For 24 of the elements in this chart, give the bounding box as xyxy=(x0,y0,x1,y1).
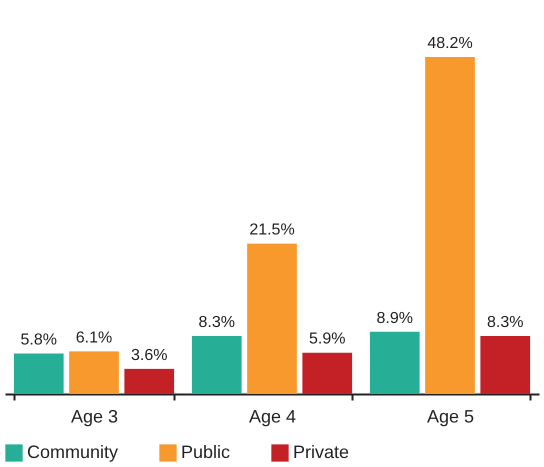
data-label: 5.9% xyxy=(309,330,346,348)
bar xyxy=(124,368,174,394)
bar xyxy=(69,351,119,394)
bar xyxy=(480,336,530,394)
legend-label: Community xyxy=(27,442,118,462)
x-tick-label: Age 4 xyxy=(248,406,296,426)
data-label: 8.3% xyxy=(198,314,235,331)
bar xyxy=(192,336,242,394)
data-label: 3.6% xyxy=(131,346,168,364)
x-tick-label: Age 5 xyxy=(426,406,474,426)
bar xyxy=(370,332,420,394)
legend-label: Public xyxy=(181,442,230,462)
data-label: 21.5% xyxy=(249,222,295,239)
bar xyxy=(14,353,64,394)
legend-label: Private xyxy=(293,442,350,462)
data-label: 48.2% xyxy=(427,35,473,52)
data-label: 5.8% xyxy=(20,331,57,348)
x-tick-label: Age 3 xyxy=(70,406,118,426)
bar xyxy=(247,244,297,394)
data-label: 8.9% xyxy=(376,310,413,327)
bar xyxy=(302,352,352,394)
data-label: 6.1% xyxy=(76,329,112,346)
data-label: 8.3% xyxy=(487,314,524,331)
bar xyxy=(425,57,475,394)
